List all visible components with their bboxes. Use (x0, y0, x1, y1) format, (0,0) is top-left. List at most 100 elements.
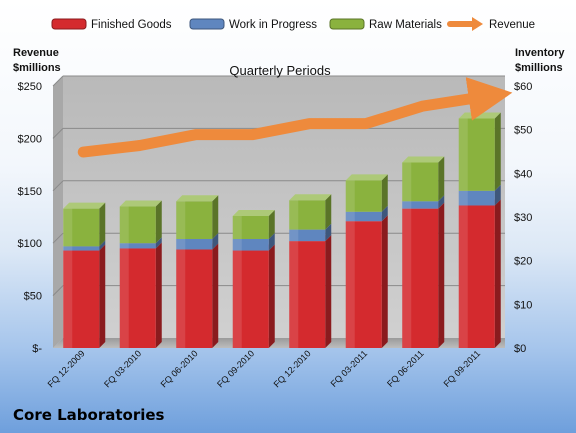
bar-front-face (458, 190, 495, 206)
bar-segment (119, 200, 162, 244)
bar-side-face (381, 174, 388, 212)
x-tick-label: FQ 06-2010 (159, 348, 200, 389)
bar-highlight (345, 180, 355, 212)
bar-highlight (63, 246, 73, 251)
legend: Finished Goods Work in Progress Raw Materi… (51, 17, 535, 31)
bar-side-face (99, 202, 106, 247)
bar-highlight (402, 201, 412, 209)
y-left-tick-label: $50 (24, 291, 42, 303)
x-tick-label: FQ 03-2011 (329, 348, 370, 389)
bar-top-face (232, 209, 275, 216)
bar-highlight (176, 239, 186, 250)
gridline (52, 75, 64, 87)
x-tick-label: FQ 09-2011 (442, 348, 483, 389)
bar-highlight (119, 248, 129, 348)
chart-title: Quarterly Periods (229, 63, 331, 78)
y-right-axis-title: Inventory (515, 47, 565, 59)
legend-label: Raw Materials (369, 19, 442, 31)
bar-highlight (119, 206, 129, 244)
bar-top-face (176, 195, 219, 202)
legend-swatch (329, 18, 365, 30)
x-tick-label: FQ 09-2010 (215, 348, 256, 389)
bar-side-face (212, 195, 219, 240)
bar-highlight (345, 221, 355, 348)
bar-front-face (63, 246, 100, 251)
bar-top-face (289, 194, 332, 201)
bar-side-face (438, 195, 445, 209)
bar-highlight (119, 243, 129, 249)
bar-side-face (381, 205, 388, 222)
bar-side-face (155, 200, 162, 244)
y-left-tick-label: $100 (18, 238, 42, 250)
bar-side-face (212, 233, 219, 250)
bar-front-face (458, 205, 495, 348)
bar-highlight (176, 201, 186, 240)
bar-segment (345, 174, 388, 212)
bar-side-face (438, 202, 445, 348)
bar-front-face (176, 249, 213, 348)
bar-highlight (63, 250, 73, 348)
y-left-axis-title: Revenue (13, 47, 59, 59)
bar-side-face (268, 209, 275, 240)
bar-side-face (494, 184, 501, 206)
y-right-tick-label: $10 (514, 299, 532, 311)
bar-front-face (232, 239, 269, 251)
bar-side-face (381, 215, 388, 348)
y-right-tick-label: $20 (514, 256, 532, 268)
bar-top-face (119, 200, 162, 207)
bar-front-face (289, 200, 326, 230)
bar-segment (402, 202, 445, 348)
y-right-tick-label: $30 (514, 212, 532, 224)
bar-highlight (289, 241, 299, 348)
bar-top-face (63, 202, 106, 209)
bar-highlight (63, 208, 73, 247)
bar-front-face (289, 229, 326, 242)
bar-segment (176, 195, 219, 240)
bar-front-face (63, 250, 100, 348)
legend-label: Finished Goods (91, 19, 172, 31)
bar-segment (345, 215, 388, 348)
bar-highlight (289, 200, 299, 230)
bar-front-face (402, 162, 439, 202)
bar-highlight (232, 215, 242, 240)
legend-arrowhead (472, 17, 483, 31)
bar-segment (458, 199, 501, 348)
bar-segment (119, 242, 162, 348)
bar-front-face (119, 243, 156, 249)
bar-front-face (176, 239, 213, 250)
y-right-axis-title: $millions (515, 62, 563, 74)
bar-top-face (402, 156, 445, 163)
bar-side-face (494, 199, 501, 348)
y-right-tick-label: $50 (514, 125, 532, 137)
legend-swatch (51, 18, 87, 30)
company-name: Core Laboratories (13, 406, 165, 424)
legend-swatch (189, 18, 225, 30)
bar-highlight (176, 249, 186, 348)
plot-area: $- $50 $100 $150 $200 $250 $0 $10 $20 $30 $40 $50 $6… (18, 63, 533, 389)
bar-front-face (402, 201, 439, 209)
bar-top-face (345, 174, 388, 181)
bar-front-face (232, 215, 269, 240)
axis-titles: Revenue $millions Inventory $millions (13, 47, 565, 74)
bar-front-face (345, 221, 382, 348)
plot-floor (53, 338, 505, 348)
bar-side-face (268, 233, 275, 251)
y-right-tick-label: $40 (514, 168, 532, 180)
plot-side-wall (53, 76, 63, 348)
bar-side-face (99, 240, 106, 251)
bar-highlight (402, 208, 412, 348)
gridline (52, 180, 64, 192)
bar-top-face (458, 112, 501, 119)
x-tick-label: FQ 12-2010 (272, 348, 313, 389)
bar-front-face (63, 208, 100, 247)
bar-highlight (458, 190, 468, 206)
bar-highlight (402, 162, 412, 202)
bar-front-face (119, 248, 156, 348)
bar-front-face (119, 206, 156, 244)
bar-side-face (99, 244, 106, 348)
bar-side-face (155, 237, 162, 249)
gridline (52, 232, 64, 244)
bar-front-face (458, 118, 495, 191)
